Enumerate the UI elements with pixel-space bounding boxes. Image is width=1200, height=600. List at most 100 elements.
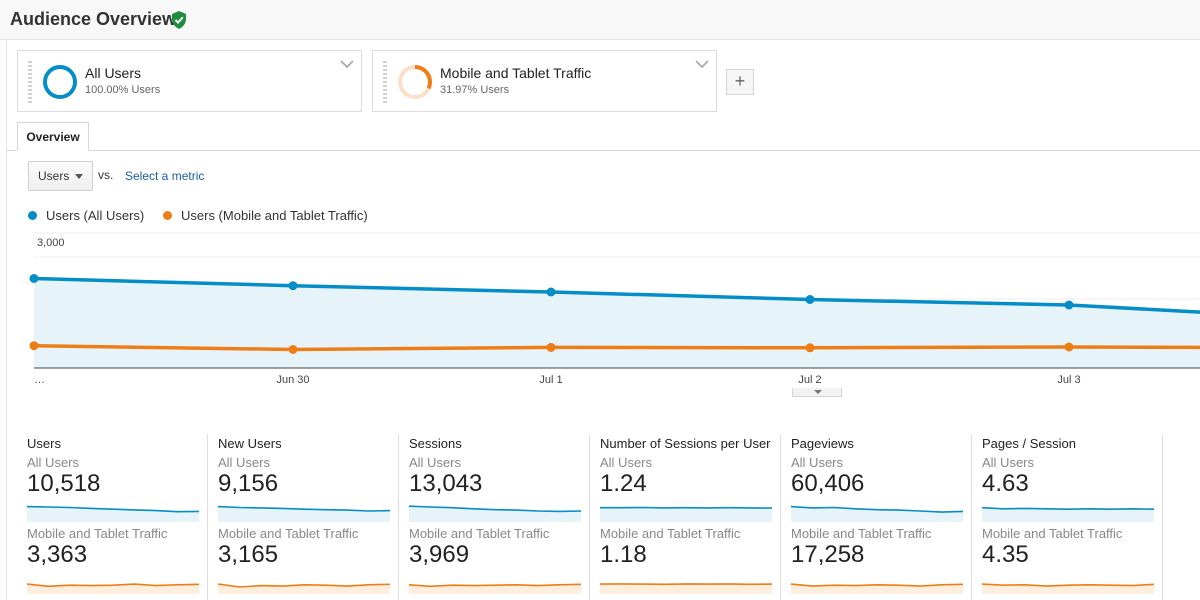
metric-segment-label: All Users	[409, 455, 462, 470]
data-point	[805, 343, 815, 353]
sparkline-area	[982, 584, 1154, 594]
sparkline-line	[982, 583, 1154, 587]
data-point	[29, 341, 39, 351]
metric-segment-label: All Users	[600, 455, 653, 470]
data-point	[29, 274, 39, 283]
segment-card-mobile-tablet[interactable]: Mobile and Tablet Traffic 31.97% Users	[372, 50, 717, 112]
data-point	[546, 287, 556, 297]
metric-value: 13,043	[409, 470, 483, 497]
chevron-down-icon[interactable]	[695, 59, 709, 69]
metric-value: 4.35	[982, 541, 1029, 568]
sparkline-area	[409, 506, 581, 522]
card-divider	[780, 434, 781, 600]
metric-card[interactable]: Number of Sessions per User All Users 1.24…	[600, 434, 780, 600]
metric-card[interactable]: New Users All Users 9,156 Mobile and Tablet…	[218, 434, 398, 600]
add-segment-button[interactable]: +	[726, 69, 754, 95]
tab-overview[interactable]: Overview	[17, 122, 89, 151]
sparkline-line	[27, 505, 199, 513]
sparkline-area	[600, 507, 772, 522]
card-divider	[1162, 434, 1163, 600]
legend-label: Users (Mobile and Tablet Traffic)	[181, 208, 368, 223]
x-tick-label: Jun 30	[276, 374, 309, 386]
sparkline	[409, 505, 581, 522]
metric-value: 17,258	[791, 541, 865, 568]
series-line-all-users	[33, 276, 1200, 314]
card-divider	[398, 434, 399, 600]
x-tick-label: Jul 2	[798, 374, 821, 386]
legend-item-all-users[interactable]: Users (All Users)	[28, 208, 144, 223]
x-tick-label: …	[34, 374, 45, 386]
metric-segment-label: Mobile and Tablet Traffic	[600, 526, 741, 541]
metric-segment-label: Mobile and Tablet Traffic	[27, 526, 168, 541]
sparkline	[27, 583, 199, 594]
series-area-all-users	[34, 278, 1200, 368]
drag-handle-icon[interactable]	[28, 61, 32, 103]
card-divider	[589, 434, 590, 600]
data-point	[546, 342, 556, 352]
metric-title: New Users	[218, 436, 282, 451]
series-line-mobile-tablet	[33, 343, 1200, 352]
sparkline-line	[218, 505, 390, 512]
metric-value: 9,156	[218, 470, 279, 497]
metric-title: Users	[27, 436, 61, 451]
sparkline	[27, 505, 199, 522]
metric-title: Pageviews	[791, 436, 854, 451]
sparkline-area	[27, 584, 199, 594]
sparkline	[600, 506, 772, 522]
metric-dropdown-value: Users	[38, 169, 70, 183]
metric-segment-label: All Users	[982, 455, 1035, 470]
metric-card[interactable]: Users All Users 10,518 Mobile and Tablet Tr…	[27, 434, 207, 600]
data-point	[1064, 300, 1074, 310]
metric-title: Pages / Session	[982, 436, 1076, 451]
page-header: Audience Overview	[0, 0, 1200, 40]
data-point	[805, 295, 815, 304]
data-point	[1064, 342, 1074, 352]
chart-resize-handle[interactable]	[792, 388, 842, 397]
metric-segment-label: Mobile and Tablet Traffic	[218, 526, 359, 541]
verified-shield-icon	[172, 11, 186, 29]
sparkline-area	[600, 583, 772, 594]
segment-name: Mobile and Tablet Traffic	[440, 65, 592, 81]
sparkline-line	[409, 583, 581, 588]
sparkline-line	[982, 506, 1154, 511]
legend-item-mobile-tablet[interactable]: Users (Mobile and Tablet Traffic)	[163, 208, 368, 223]
report-panel	[6, 40, 1200, 600]
sparkline-area	[27, 506, 199, 522]
metric-card[interactable]: Pageviews All Users 60,406 Mobile and Table…	[791, 434, 971, 600]
metric-segment-label: All Users	[218, 455, 271, 470]
x-tick-label: Jul 1	[539, 374, 562, 386]
tab-bar-divider	[6, 150, 1200, 151]
metric-card[interactable]: Pages / Session All Users 4.63 Mobile and T…	[982, 434, 1162, 600]
metric-segment-label: All Users	[27, 455, 80, 470]
segment-name: All Users	[85, 65, 142, 81]
sparkline	[982, 506, 1154, 522]
select-metric-link[interactable]: Select a metric	[125, 169, 205, 183]
segment-percent: 31.97% Users	[440, 84, 510, 96]
segment-card-all-users[interactable]: All Users 100.00% Users	[17, 50, 362, 112]
metric-value: 4.63	[982, 470, 1029, 497]
sparkline-area	[791, 506, 963, 522]
metric-segment-label: Mobile and Tablet Traffic	[982, 526, 1123, 541]
caret-down-icon	[814, 390, 822, 394]
metric-card[interactable]: Sessions All Users 13,043 Mobile and Tablet…	[409, 434, 589, 600]
sparkline	[218, 583, 390, 594]
data-point	[288, 345, 298, 354]
metric-value: 3,165	[218, 541, 279, 568]
segment-ring-icon	[43, 65, 77, 99]
sparkline	[791, 505, 963, 522]
segment-percent: 100.00% Users	[85, 84, 161, 96]
sparkline-line	[27, 583, 199, 588]
sparkline-line	[409, 505, 581, 513]
metric-title: Sessions	[409, 436, 462, 451]
chevron-down-icon[interactable]	[340, 59, 354, 69]
drag-handle-icon[interactable]	[383, 61, 387, 103]
metric-value: 60,406	[791, 470, 865, 497]
x-tick-label: Jul 3	[1057, 374, 1080, 386]
card-divider	[971, 434, 972, 600]
metric-dropdown[interactable]: Users	[28, 161, 93, 191]
metric-value: 1.18	[600, 541, 647, 568]
sparkline	[600, 583, 772, 594]
metric-value: 3,969	[409, 541, 470, 568]
sparkline-line	[791, 505, 963, 513]
